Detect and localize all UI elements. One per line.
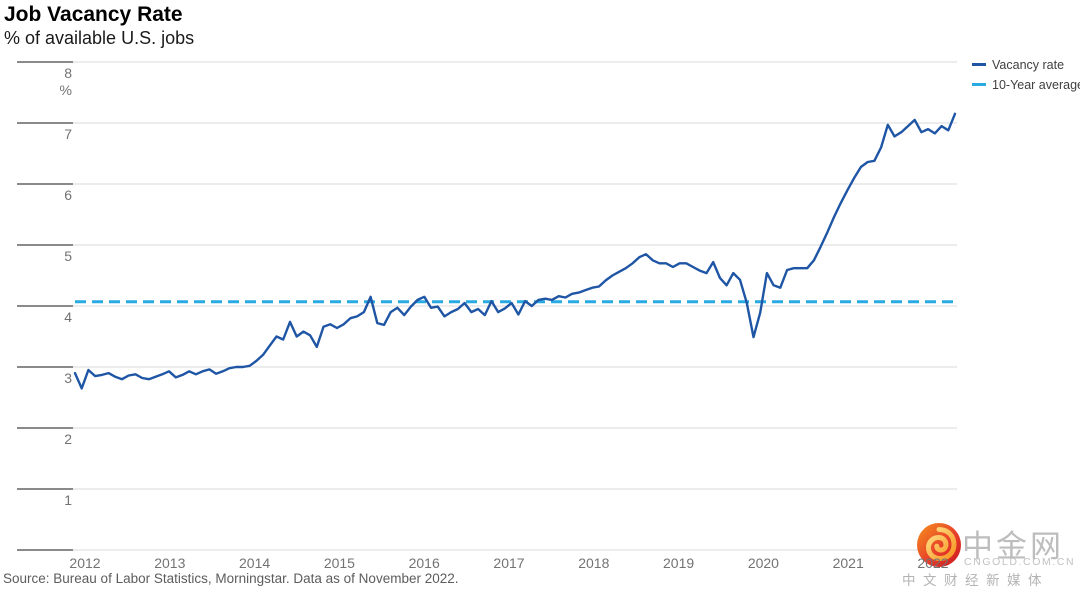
- watermark-tagline: 中文财经新媒体: [902, 573, 1049, 588]
- page-subtitle: % of available U.S. jobs: [4, 28, 195, 48]
- y-tick-label: 5: [64, 248, 72, 264]
- watermark-brand: 中金网: [962, 529, 1064, 564]
- legend-label: Vacancy rate: [992, 57, 1065, 72]
- y-tick-label: 6: [64, 187, 72, 203]
- legend-item-ten-year-average: 10-Year average: [972, 77, 1080, 92]
- y-tick-label: 1: [64, 492, 72, 508]
- legend-item-vacancy-rate: Vacancy rate: [972, 57, 1080, 72]
- cngold-watermark: 中金网 CNGOLD.COM.CN 中文财经新媒体: [900, 519, 1080, 594]
- ten-year-average-swatch-icon: [972, 83, 986, 86]
- y-tick-label: 3: [64, 370, 72, 386]
- page-title: Job Vacancy Rate: [4, 3, 183, 26]
- vacancy-rate-line: [73, 112, 957, 390]
- y-tick-label: 2: [64, 431, 72, 447]
- vacancy-rate-swatch-icon: [972, 63, 986, 66]
- cngold-logo-icon: [917, 523, 961, 567]
- legend-label: 10-Year average: [992, 77, 1080, 92]
- source-note: Source: Bureau of Labor Statistics, Morn…: [3, 571, 459, 586]
- y-axis-unit-label: %: [60, 82, 72, 98]
- y-tick-label: 4: [64, 309, 72, 325]
- y-tick-label: 8: [64, 65, 72, 81]
- watermark-domain: CNGOLD.COM.CN: [964, 556, 1076, 568]
- y-tick-label: 7: [64, 126, 72, 142]
- legend: Vacancy rate 10-Year average: [972, 58, 1080, 98]
